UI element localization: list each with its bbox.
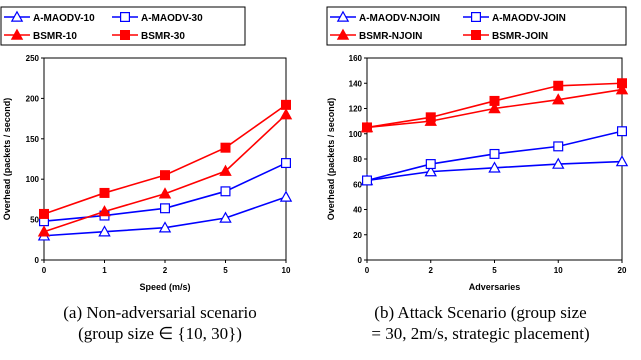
series-1-2 xyxy=(360,83,629,133)
x-tick-label-1-3: 10 xyxy=(554,266,563,275)
data-point-1-0-1 xyxy=(424,165,437,177)
x-tick-label-1-4: 20 xyxy=(618,266,627,275)
plot-area-1 xyxy=(366,57,623,261)
legend-marker-0-2 xyxy=(10,28,24,40)
x-tick-label-0-2: 2 xyxy=(163,266,168,275)
legend-1: A-MAODV-NJOIN A-MAODV-JOIN BSMR-NJOIN BSMR-… xyxy=(326,6,627,46)
data-point-0-0-2 xyxy=(158,221,172,233)
caption-a-line-1: (a) Non-adversarial scenario xyxy=(63,303,257,322)
x-tick-label-1-2: 5 xyxy=(492,266,497,275)
series-1-3 xyxy=(362,78,627,133)
y-axis-label-1: Overhead (packets / second) xyxy=(326,98,336,221)
y-tick-label-1-1: 20 xyxy=(353,231,362,240)
x-axis-label-1: Adversaries xyxy=(469,282,521,292)
data-point-0-1-4 xyxy=(281,158,292,169)
x-tick-label-0-3: 5 xyxy=(223,266,228,275)
data-point-1-3-3 xyxy=(553,80,564,91)
data-point-1-3-2 xyxy=(489,95,500,106)
chart-panel-0: 0 50 100 150 200 250 0 1 2 5 10 Speed (m/s) Overhead… xyxy=(0,6,293,292)
data-point-0-0-3 xyxy=(219,211,232,223)
x-tick-label-0-1: 1 xyxy=(102,266,107,275)
series-0-0 xyxy=(37,190,293,241)
legend-marker-0-1 xyxy=(119,12,130,23)
data-point-0-2-0 xyxy=(37,225,51,237)
data-point-0-1-2 xyxy=(160,203,171,214)
x-tick-label-0-4: 10 xyxy=(282,266,291,275)
legend-label-1-1: A-MAODV-JOIN xyxy=(492,13,566,24)
legend-marker-1-3 xyxy=(471,30,482,41)
caption-a: (a) Non-adversarial scenario (group size… xyxy=(0,302,320,344)
y-tick-label-0-3: 150 xyxy=(26,135,40,144)
legend-marker-1-2 xyxy=(336,28,350,40)
y-tick-label-1-3: 60 xyxy=(353,180,362,189)
data-point-0-2-3 xyxy=(219,164,232,176)
data-point-1-1-4 xyxy=(616,126,627,137)
x-tick-label-1-1: 2 xyxy=(429,266,434,275)
legend-0: A-MAODV-10 A-MAODV-30 BSMR-10 BSMR-30 xyxy=(0,6,246,46)
data-point-0-3-1 xyxy=(99,187,110,198)
data-point-0-3-0 xyxy=(38,208,49,219)
data-point-1-1-0 xyxy=(362,175,373,186)
x-tick-label-0-0: 0 xyxy=(42,266,47,275)
data-point-0-3-2 xyxy=(160,170,171,181)
legend-marker-0-0 xyxy=(10,10,24,22)
data-point-1-0-3 xyxy=(552,157,565,169)
data-point-0-1-3 xyxy=(220,186,231,197)
legend-marker-1-0 xyxy=(336,10,350,22)
data-point-1-2-3 xyxy=(552,93,565,105)
legend-marker-1-1 xyxy=(471,12,482,23)
y-tick-label-1-2: 40 xyxy=(353,206,362,215)
data-point-1-1-2 xyxy=(489,148,500,159)
legend-label-1-2: BSMR-NJOIN xyxy=(359,31,422,42)
y-tick-label-0-0: 0 xyxy=(35,256,40,265)
caption-b-line-2: = 30, 2m/s, strategic placement) xyxy=(371,324,590,343)
y-tick-label-1-5: 100 xyxy=(349,130,363,139)
series-0-2 xyxy=(37,108,293,237)
data-point-1-3-4 xyxy=(616,78,627,89)
y-tick-label-1-8: 160 xyxy=(349,54,363,63)
legend-label-1-0: A-MAODV-NJOIN xyxy=(359,13,440,24)
legend-label-0-0: A-MAODV-10 xyxy=(33,13,95,24)
series-1-1 xyxy=(362,126,627,186)
data-point-1-0-4 xyxy=(615,155,629,167)
data-point-0-2-1 xyxy=(98,205,111,217)
y-axis-label-0: Overhead (packets / second) xyxy=(2,98,12,221)
data-point-0-0-1 xyxy=(98,225,111,237)
y-tick-label-1-6: 120 xyxy=(349,105,363,114)
data-point-0-2-2 xyxy=(158,187,172,199)
data-point-1-1-3 xyxy=(553,141,564,152)
series-1-0 xyxy=(360,155,629,186)
legend-label-0-1: A-MAODV-30 xyxy=(141,13,203,24)
legend-label-0-2: BSMR-10 xyxy=(33,31,77,42)
chart-panel-1: 0 20 40 60 80 100 120 140 160 0 2 5 10 20 Adversaries O… xyxy=(326,6,629,292)
data-point-1-3-1 xyxy=(425,112,436,123)
legend-label-0-3: BSMR-30 xyxy=(141,31,185,42)
data-point-1-0-2 xyxy=(488,161,501,173)
x-tick-label-1-0: 0 xyxy=(365,266,370,275)
series-0-3 xyxy=(38,99,292,219)
caption-b: (b) Attack Scenario (group size = 30, 2m… xyxy=(320,302,641,344)
y-tick-label-1-7: 140 xyxy=(349,79,363,88)
data-point-1-1-1 xyxy=(425,159,436,170)
data-point-0-0-4 xyxy=(279,190,293,202)
y-tick-label-1-4: 80 xyxy=(353,155,362,164)
data-point-1-2-4 xyxy=(615,83,629,95)
data-point-0-3-4 xyxy=(281,99,292,110)
legend-marker-0-3 xyxy=(119,30,130,41)
data-point-1-2-2 xyxy=(488,102,501,114)
caption-b-line-1: (b) Attack Scenario (group size xyxy=(374,303,587,322)
x-axis-label-0: Speed (m/s) xyxy=(139,282,190,292)
y-tick-label-0-4: 200 xyxy=(26,94,40,103)
caption-a-line-2: (group size ∈ {10, 30}) xyxy=(78,324,242,343)
y-tick-label-1-0: 0 xyxy=(358,256,363,265)
y-tick-label-0-1: 50 xyxy=(30,216,39,225)
data-point-0-3-3 xyxy=(220,142,231,153)
legend-label-1-3: BSMR-JOIN xyxy=(492,31,548,42)
y-tick-label-0-5: 250 xyxy=(26,54,40,63)
y-tick-label-0-2: 100 xyxy=(26,175,40,184)
data-point-0-2-4 xyxy=(279,108,293,120)
data-point-1-3-0 xyxy=(362,122,373,133)
